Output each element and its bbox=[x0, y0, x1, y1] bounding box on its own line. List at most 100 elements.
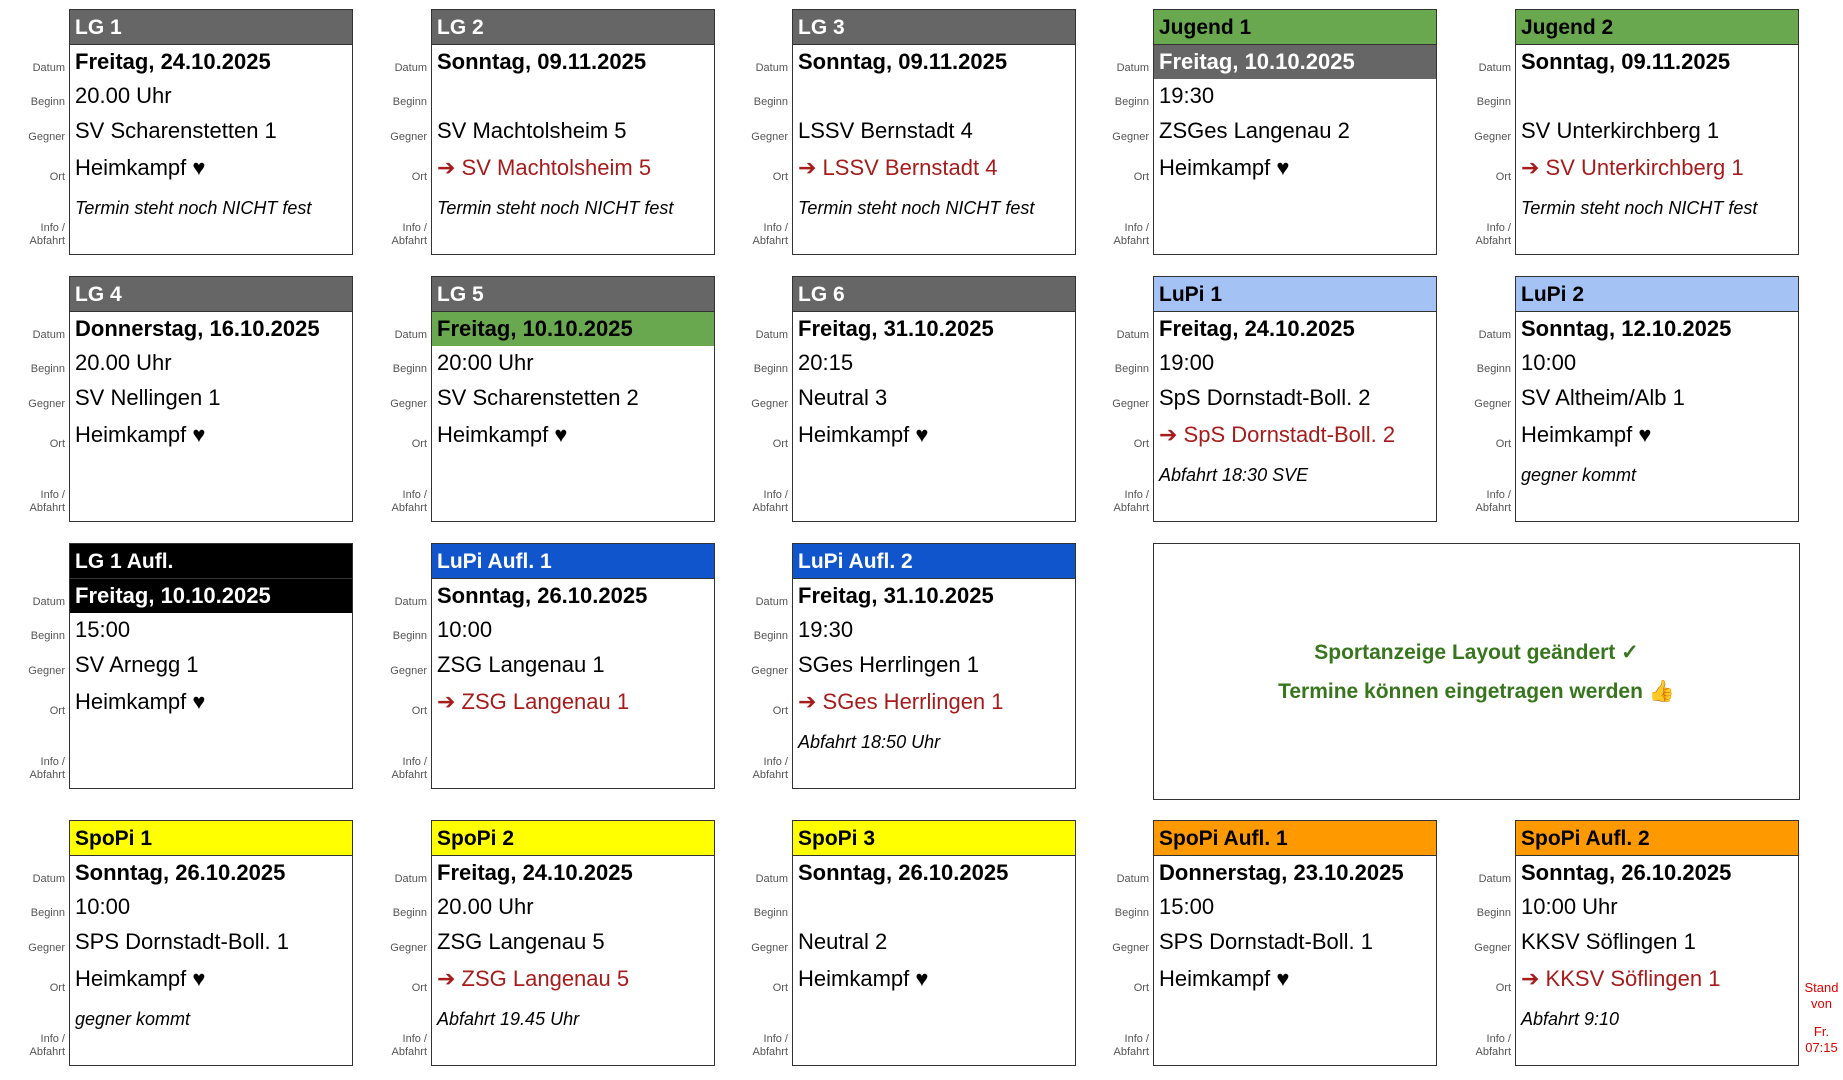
card-date: Donnerstag, 16.10.2025 bbox=[75, 316, 320, 341]
card-title: LG 4 bbox=[70, 277, 352, 312]
card-location: ➔ KKSV Söflingen 1 bbox=[1521, 966, 1721, 991]
card-opponent: SpS Dornstadt-Boll. 2 bbox=[1159, 385, 1371, 410]
card-box: LG 6 Freitag, 31.10.2025 20:15 Neutral 3 Hei… bbox=[792, 276, 1076, 522]
card: Datum Beginn Gegner Ort Info / Abfahrt SpoPi 3… bbox=[728, 820, 1076, 1066]
card-date: Sonntag, 12.10.2025 bbox=[1521, 316, 1732, 341]
field-label: Ort bbox=[411, 171, 427, 183]
field-label: Gegner bbox=[751, 131, 788, 143]
field-label: Info / bbox=[40, 222, 65, 234]
card-box: LuPi 1 Freitag, 24.10.2025 19:00 SpS Dornst… bbox=[1153, 276, 1437, 522]
field-label: Info / bbox=[1486, 222, 1511, 234]
card-opponent: Neutral 2 bbox=[798, 929, 888, 954]
card-opponent: SV Unterkirchberg 1 bbox=[1521, 118, 1720, 143]
card: Datum Beginn Gegner Ort Info / Abfahrt LG 4 Don… bbox=[5, 276, 353, 522]
field-label: Abfahrt bbox=[29, 769, 65, 781]
card-date: Sonntag, 26.10.2025 bbox=[798, 860, 1009, 885]
card-location: Heimkampf ♥ bbox=[75, 422, 206, 447]
field-label: Datum bbox=[32, 62, 65, 74]
card-box: Jugend 2 Sonntag, 09.11.2025 SV Unterkirch… bbox=[1515, 9, 1799, 255]
field-label: Abfahrt bbox=[29, 235, 65, 247]
card-box: LG 3 Sonntag, 09.11.2025 LSSV Bernstadt 4 ➔… bbox=[792, 9, 1076, 255]
field-label: Abfahrt bbox=[29, 502, 65, 514]
field-label: Gegner bbox=[1474, 398, 1511, 410]
card-title: LG 1 bbox=[70, 10, 352, 45]
field-label: Datum bbox=[394, 329, 427, 341]
card-box: Jugend 1 Freitag, 10.10.2025 19:30 ZSGes La… bbox=[1153, 9, 1437, 255]
card-time: 20.00 Uhr bbox=[75, 83, 172, 108]
field-label: Beginn bbox=[753, 630, 788, 642]
card-title: LuPi Aufl. 1 bbox=[432, 544, 714, 579]
card: Datum Beginn Gegner Ort Info / Abfahrt Jugend … bbox=[1451, 9, 1799, 255]
card-opponent: SPS Dornstadt-Boll. 1 bbox=[75, 929, 289, 954]
field-label: Beginn bbox=[1114, 363, 1149, 375]
field-label: Datum bbox=[755, 62, 788, 74]
card-info: gegner kommt bbox=[75, 1009, 191, 1029]
field-label: Ort bbox=[411, 438, 427, 450]
field-label: Beginn bbox=[30, 96, 65, 108]
card-time: 10:00 bbox=[1521, 350, 1577, 375]
field-label: Info / bbox=[1124, 1033, 1149, 1045]
field-label: Gegner bbox=[1474, 131, 1511, 143]
card-box: LG 1 Freitag, 24.10.2025 20.00 Uhr SV Schar… bbox=[69, 9, 353, 255]
card-opponent: SV Machtolsheim 5 bbox=[437, 118, 627, 143]
card-location: Heimkampf ♥ bbox=[1521, 422, 1652, 447]
card-date: Freitag, 31.10.2025 bbox=[798, 316, 994, 341]
field-label: Abfahrt bbox=[752, 235, 788, 247]
card-location: Heimkampf ♥ bbox=[1159, 155, 1290, 180]
field-label: Abfahrt bbox=[1113, 1046, 1149, 1058]
card-title: SpoPi Aufl. 2 bbox=[1516, 821, 1798, 856]
card-box: LG 4 Donnerstag, 16.10.2025 20.00 Uhr SV Ne… bbox=[69, 276, 353, 522]
card-time: 20.00 Uhr bbox=[75, 350, 172, 375]
card-date: Freitag, 24.10.2025 bbox=[437, 860, 633, 885]
card-box: LG 2 Sonntag, 09.11.2025 SV Machtolsheim 5… bbox=[431, 9, 715, 255]
field-label: Ort bbox=[1133, 171, 1149, 183]
field-label: Abfahrt bbox=[29, 1046, 65, 1058]
field-label: Beginn bbox=[1114, 907, 1149, 919]
field-label: Datum bbox=[32, 873, 65, 885]
card-location: ➔ SV Machtolsheim 5 bbox=[437, 155, 652, 180]
field-label: Info / bbox=[1486, 489, 1511, 501]
field-label: Datum bbox=[1478, 873, 1511, 885]
stand-line: 07:15 bbox=[1805, 1040, 1838, 1055]
field-label: Beginn bbox=[30, 907, 65, 919]
field-label: Abfahrt bbox=[1475, 235, 1511, 247]
field-label: Gegner bbox=[751, 665, 788, 677]
field-label: Info / bbox=[402, 222, 427, 234]
field-label: Abfahrt bbox=[752, 769, 788, 781]
field-label: Gegner bbox=[751, 942, 788, 954]
field-label: Abfahrt bbox=[391, 235, 427, 247]
card-opponent: SV Scharenstetten 2 bbox=[437, 385, 639, 410]
card-date: Freitag, 10.10.2025 bbox=[1154, 45, 1436, 79]
card: Datum Beginn Gegner Ort Info / Abfahrt LuPi Au… bbox=[728, 543, 1076, 789]
field-label: Beginn bbox=[1476, 907, 1511, 919]
field-label: Info / bbox=[40, 489, 65, 501]
card-location: Heimkampf ♥ bbox=[798, 422, 929, 447]
field-label: Beginn bbox=[30, 630, 65, 642]
field-label: Gegner bbox=[1112, 131, 1149, 143]
card: Datum Beginn Gegner Ort Info / Abfahrt LuPi 1 F… bbox=[1089, 276, 1437, 522]
card-opponent: ZSG Langenau 1 bbox=[437, 652, 605, 677]
field-label: Ort bbox=[49, 982, 65, 994]
card: Datum Beginn Gegner Ort Info / Abfahrt LG 3 Son… bbox=[728, 9, 1076, 255]
stand-line: Fr. bbox=[1813, 1024, 1830, 1039]
field-label: Datum bbox=[755, 873, 788, 885]
card-box: LG 5 Freitag, 10.10.2025 20:00 Uhr SV Schar… bbox=[431, 276, 715, 522]
card-date: Sonntag, 09.11.2025 bbox=[798, 49, 1008, 74]
field-label: Beginn bbox=[1114, 96, 1149, 108]
field-label: Datum bbox=[394, 873, 427, 885]
field-label: Beginn bbox=[753, 363, 788, 375]
field-label: Info / bbox=[40, 1033, 65, 1045]
card-box: LuPi Aufl. 2 Freitag, 31.10.2025 19:30 SGes… bbox=[792, 543, 1076, 789]
card-date: Sonntag, 26.10.2025 bbox=[437, 583, 648, 608]
field-label: Info / bbox=[1486, 1033, 1511, 1045]
field-label: Beginn bbox=[30, 363, 65, 375]
field-label: Datum bbox=[1116, 329, 1149, 341]
field-label: Gegner bbox=[390, 942, 427, 954]
field-label: Gegner bbox=[390, 398, 427, 410]
field-label: Info / bbox=[763, 222, 788, 234]
card-info: Termin steht noch NICHT fest bbox=[1521, 198, 1758, 218]
field-label: Gegner bbox=[1112, 942, 1149, 954]
field-label: Ort bbox=[49, 171, 65, 183]
card-title: Jugend 1 bbox=[1154, 10, 1436, 45]
field-label: Info / bbox=[1124, 489, 1149, 501]
